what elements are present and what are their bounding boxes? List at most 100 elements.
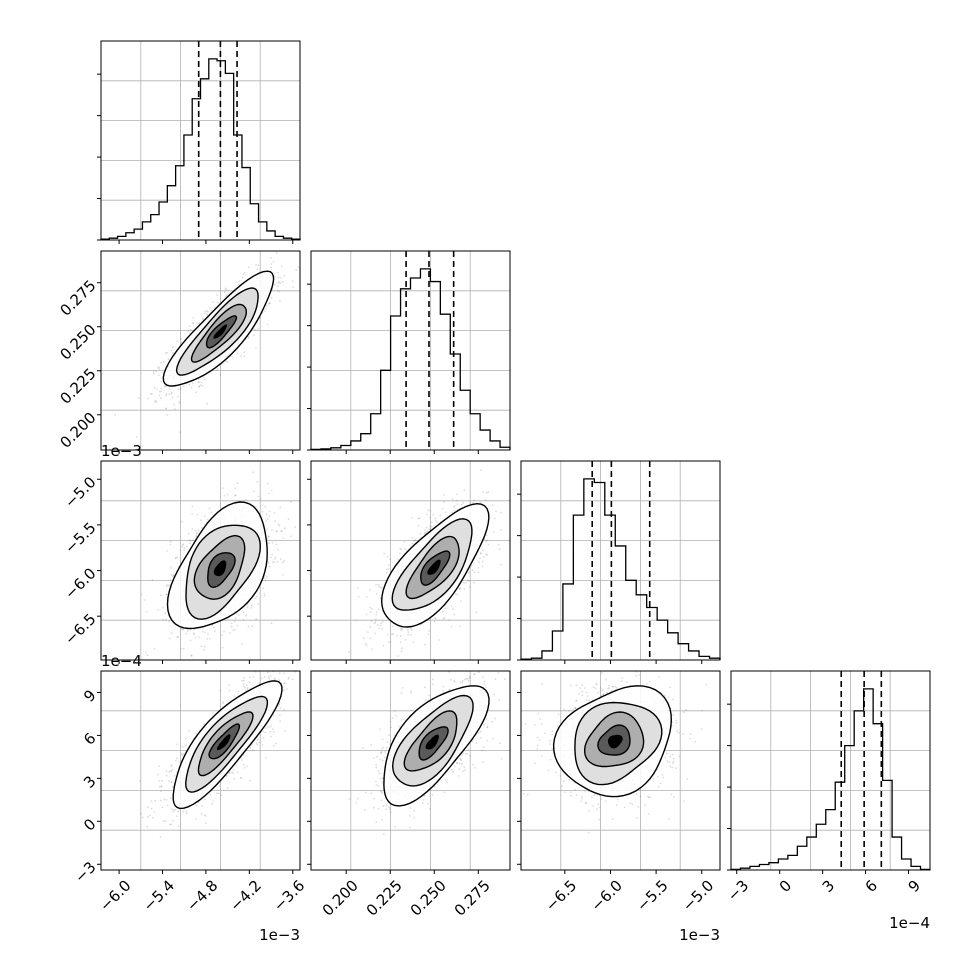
- scatter-point: [283, 527, 286, 530]
- scatter-point: [428, 528, 430, 530]
- scatter-point: [157, 773, 159, 776]
- scatter-point: [226, 787, 229, 790]
- contour-line: [193, 534, 246, 600]
- density-shading: [381, 503, 489, 627]
- scatter-point: [174, 408, 176, 411]
- scatter-point: [412, 539, 415, 542]
- scatter-point: [172, 575, 175, 577]
- scatter-point: [172, 346, 174, 349]
- scatter-point: [500, 511, 503, 514]
- scatter-point: [246, 687, 249, 689]
- scatter-point: [141, 816, 144, 819]
- scatter-point: [264, 505, 267, 508]
- scatter-point: [275, 543, 278, 546]
- scatter-point: [442, 493, 445, 496]
- scatter-point: [170, 765, 173, 767]
- scatter-point: [277, 282, 280, 284]
- scatter-point: [364, 643, 367, 645]
- scatter-point: [221, 646, 224, 649]
- scatter-point: [443, 617, 446, 619]
- scatter-point: [204, 645, 206, 648]
- histogram-steps: [730, 688, 931, 871]
- scatter-point: [442, 507, 444, 510]
- scatter-point: [259, 498, 262, 500]
- scatter-point: [188, 383, 191, 386]
- scatter-point: [389, 558, 392, 561]
- scatter-point: [270, 296, 273, 299]
- scatter-point: [238, 614, 240, 616]
- scatter-point: [186, 545, 188, 548]
- scatter-point: [234, 487, 237, 490]
- scatter-point: [172, 820, 174, 822]
- scatter-point: [367, 660, 369, 662]
- scatter-point: [375, 584, 377, 586]
- histogram-steps: [310, 268, 511, 451]
- scatter-point: [266, 305, 268, 307]
- scatter-point: [203, 312, 206, 315]
- scatter-point: [166, 413, 169, 416]
- scatter-point: [433, 621, 436, 623]
- scatter-point: [373, 622, 376, 624]
- scatter-point: [374, 632, 376, 635]
- scatter-point: [385, 568, 388, 571]
- scatter-point: [219, 373, 222, 376]
- scatter-point: [172, 810, 175, 813]
- scatter-point: [162, 361, 165, 363]
- scatter-point: [200, 381, 203, 384]
- scatter-point: [171, 396, 174, 399]
- scatter-point: [482, 549, 484, 552]
- scatter-point: [278, 524, 281, 527]
- scatter-point: [478, 561, 480, 564]
- scatter-point: [270, 556, 272, 559]
- scatter-point: [252, 471, 254, 474]
- scatter-point: [216, 294, 219, 296]
- scatter-point: [252, 334, 255, 336]
- scatter-point: [511, 501, 513, 503]
- scatter-point: [158, 390, 161, 393]
- scatter-point: [424, 532, 427, 535]
- scatter-point: [386, 555, 389, 558]
- scatter-point: [189, 628, 192, 631]
- scatter-point: [216, 369, 218, 372]
- scatter-point: [192, 539, 195, 542]
- scatter-point: [270, 263, 273, 265]
- scatter-point: [187, 630, 189, 633]
- scatter-point: [153, 811, 156, 813]
- scatter-point: [417, 524, 420, 527]
- panel-content: [311, 461, 513, 662]
- scatter-point: [155, 370, 158, 373]
- scatter-point: [189, 639, 192, 642]
- scatter-point: [398, 552, 401, 555]
- scatter-point: [152, 370, 155, 373]
- scatter-point: [439, 514, 442, 517]
- scatter-point: [279, 276, 282, 279]
- scatter-point: [203, 648, 206, 651]
- scatter-point: [271, 728, 274, 731]
- scatter-point: [287, 518, 290, 520]
- scatter-point: [262, 587, 264, 590]
- scatter-point: [226, 361, 229, 363]
- scatter-point: [158, 366, 160, 368]
- scatter-point: [203, 515, 206, 517]
- scatter-point: [160, 361, 162, 364]
- scatter-point: [200, 645, 203, 648]
- scatter-point: [274, 276, 276, 278]
- panel-content: [101, 671, 300, 870]
- scatter-point: [195, 804, 198, 807]
- axes-frame: [310, 460, 511, 661]
- scatter-point: [407, 631, 410, 634]
- scatter-point: [266, 576, 268, 578]
- scatter-point: [256, 480, 259, 483]
- scatter-point: [414, 539, 417, 542]
- scatter-point: [357, 595, 360, 598]
- scatter-point: [243, 685, 246, 688]
- contours: [162, 270, 275, 387]
- scatter-point: [274, 520, 277, 523]
- scatter-point: [277, 523, 280, 526]
- scatter-point: [278, 281, 280, 283]
- scatter-point: [180, 337, 183, 340]
- contours: [166, 501, 268, 630]
- scatter-point: [217, 302, 220, 304]
- axes-frame: [100, 40, 301, 241]
- scatter-point: [487, 491, 490, 494]
